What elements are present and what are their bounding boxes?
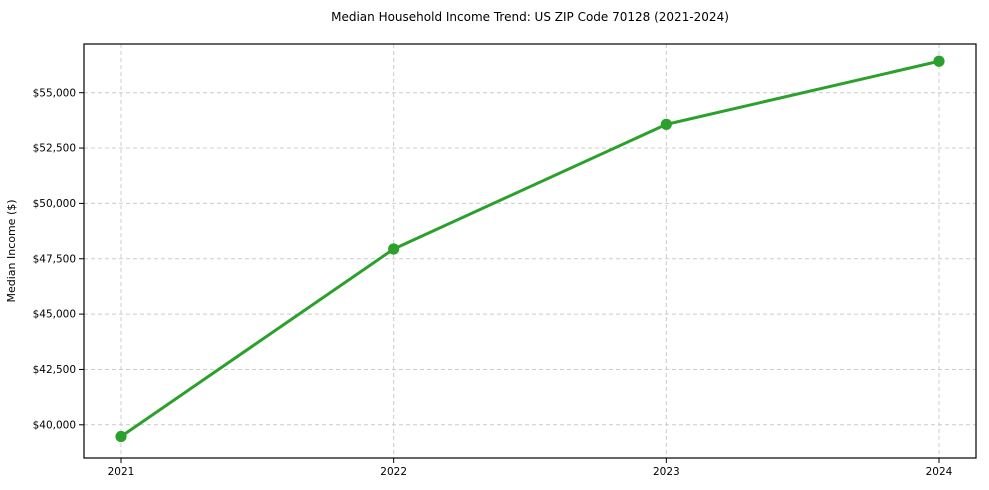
x-tick-label: 2022 [380,466,407,478]
data-point [660,118,672,130]
chart-title: Median Household Income Trend: US ZIP Co… [331,10,729,24]
data-point [933,55,945,67]
y-tick-label: $55,000 [33,87,76,99]
axes-layer: $40,000 $42,500 $45,000 $47,500 $50,000 $52,5… [33,43,977,478]
y-tick-label: $52,500 [33,143,76,155]
y-tick-label: $45,000 [33,309,76,321]
data-point [388,243,400,255]
y-tick-label: $42,500 [33,364,76,376]
x-tick-label: 2024 [926,466,953,478]
y-tick-label: $47,500 [33,253,76,265]
series-layer [115,55,945,443]
x-tick-label: 2021 [108,466,135,478]
trend-line [119,59,941,439]
grid-layer [84,44,976,458]
y-tick-label: $50,000 [33,198,76,210]
y-tick-label: $40,000 [33,419,76,431]
plot-border [83,43,977,459]
x-tick-label: 2023 [653,466,680,478]
y-axis-label: Median Income ($) [5,199,18,302]
data-point [115,430,127,443]
